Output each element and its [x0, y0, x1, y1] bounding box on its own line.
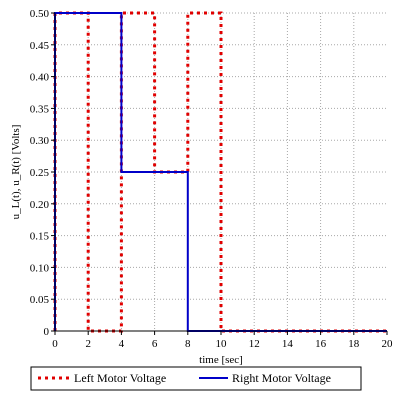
x-tick-label: 2 [85, 338, 91, 350]
axes [51, 12, 388, 335]
y-tick-label: 0 [44, 326, 50, 338]
x-tick-label: 4 [119, 338, 125, 350]
y-tick-label: 0.20 [30, 199, 50, 211]
x-tick-label: 10 [216, 338, 228, 350]
y-tick-label: 0.40 [30, 72, 50, 84]
x-tick-label: 18 [348, 338, 360, 350]
x-tick-label: 6 [152, 338, 158, 350]
x-tick-label: 8 [185, 338, 191, 350]
y-tick-label: 0.35 [30, 103, 50, 115]
y-tick-label: 0.15 [30, 231, 50, 243]
x-tick-labels: 0 2 4 6 8 10 12 14 16 18 20 [52, 338, 393, 350]
legend-label-right: Right Motor Voltage [232, 371, 331, 385]
x-tick-label: 14 [282, 338, 294, 350]
y-tick-label: 0.50 [30, 8, 50, 20]
x-tick-label: 20 [382, 338, 394, 350]
y-tick-label: 0.45 [30, 40, 50, 52]
x-axis-label: time [sec] [199, 354, 243, 366]
y-tick-label: 0.05 [30, 294, 50, 306]
y-tick-label: 0.25 [30, 167, 50, 179]
y-tick-label: 0.10 [30, 262, 50, 274]
y-tick-labels: 0 0.05 0.10 0.15 0.20 0.25 0.30 0.35 0.40 0.45 0.5… [30, 8, 50, 338]
legend-label-left: Left Motor Voltage [74, 371, 166, 385]
x-tick-label: 16 [315, 338, 327, 350]
y-axis-label: u_L(t), u_R(t) [Volts] [10, 125, 22, 220]
legend-box [30, 366, 362, 391]
legend: Left Motor Voltage Right Motor Voltage [30, 366, 362, 391]
x-tick-label: 0 [52, 338, 58, 350]
y-tick-label: 0.30 [30, 135, 50, 147]
x-tick-label: 12 [249, 338, 260, 350]
